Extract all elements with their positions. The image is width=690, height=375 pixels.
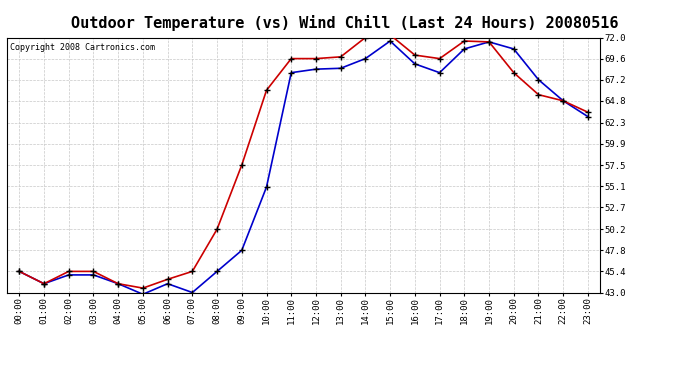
- Text: Copyright 2008 Cartronics.com: Copyright 2008 Cartronics.com: [10, 43, 155, 52]
- Text: Outdoor Temperature (vs) Wind Chill (Last 24 Hours) 20080516: Outdoor Temperature (vs) Wind Chill (Las…: [71, 15, 619, 31]
